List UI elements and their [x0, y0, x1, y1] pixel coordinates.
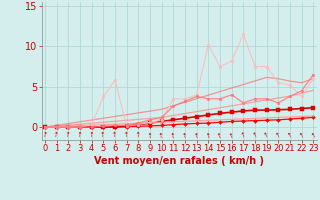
Text: ↗: ↗	[146, 130, 154, 138]
Text: ↗: ↗	[193, 130, 201, 138]
Text: ↗: ↗	[99, 130, 108, 138]
Text: ↗: ↗	[298, 130, 305, 138]
X-axis label: Vent moyen/en rafales ( km/h ): Vent moyen/en rafales ( km/h )	[94, 156, 264, 166]
Text: ↗: ↗	[76, 130, 84, 138]
Text: ↗: ↗	[228, 130, 236, 138]
Text: ↗: ↗	[286, 130, 294, 138]
Text: ↗: ↗	[88, 130, 96, 138]
Text: ↗: ↗	[239, 130, 247, 138]
Text: ↗: ↗	[64, 130, 73, 138]
Text: ↗: ↗	[204, 130, 212, 138]
Text: ↗: ↗	[310, 130, 317, 138]
Text: ↗: ↗	[134, 130, 143, 138]
Text: ↗: ↗	[41, 130, 49, 138]
Text: ↗: ↗	[123, 130, 131, 138]
Text: ↗: ↗	[111, 130, 119, 138]
Text: ↗: ↗	[169, 130, 178, 138]
Text: ↗: ↗	[53, 130, 61, 138]
Text: ↗: ↗	[216, 130, 224, 138]
Text: ↗: ↗	[263, 130, 270, 138]
Text: ↗: ↗	[251, 130, 259, 138]
Text: ↗: ↗	[157, 130, 166, 138]
Text: ↗: ↗	[181, 130, 189, 138]
Text: ↗: ↗	[275, 130, 282, 138]
